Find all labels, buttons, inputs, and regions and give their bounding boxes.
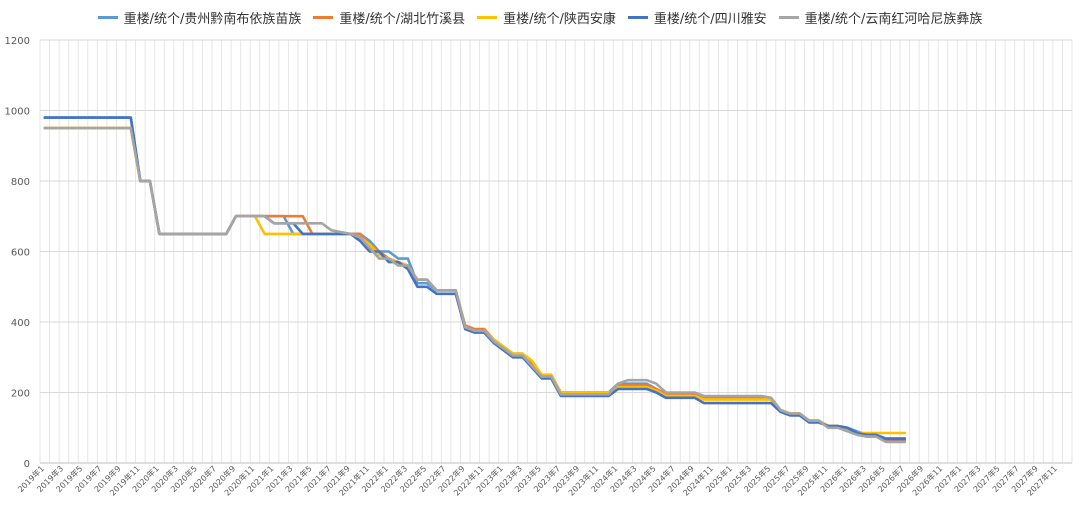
legend-label: 重楼/统个/湖北竹溪县 bbox=[339, 12, 466, 27]
y-tick-label: 600 bbox=[11, 248, 30, 259]
legend-label: 重楼/统个/云南红河哈尼族彝族 bbox=[804, 12, 983, 27]
x-axis: 2019年12019年32019年52019年72019年92019年11202… bbox=[15, 463, 1059, 497]
y-tick-label: 1200 bbox=[5, 36, 30, 47]
legend-label: 重楼/统个/贵州黔南布依族苗族 bbox=[123, 12, 302, 27]
legend-swatch bbox=[97, 16, 118, 19]
legend-swatch bbox=[778, 16, 799, 19]
legend-swatch bbox=[477, 16, 498, 19]
y-tick-label: 1000 bbox=[5, 107, 30, 118]
chart-legend: 重楼/统个/贵州黔南布依族苗族 重楼/统个/湖北竹溪县 重楼/统个/陕西安康 重楼/统… bbox=[0, 8, 1080, 27]
series-group bbox=[43, 116, 907, 444]
y-tick-label: 400 bbox=[11, 318, 30, 329]
legend-label: 重楼/统个/陕西安康 bbox=[503, 12, 616, 27]
legend-swatch bbox=[627, 16, 648, 19]
y-axis: 0 200 400 600 800 1000 1200 bbox=[5, 36, 30, 470]
y-tick-label: 800 bbox=[11, 177, 30, 188]
legend-item-3: 重楼/统个/陕西安康 bbox=[477, 8, 616, 27]
legend-swatch bbox=[313, 16, 334, 19]
y-tick-label: 200 bbox=[11, 389, 30, 400]
legend-label: 重楼/统个/四川雅安 bbox=[653, 12, 767, 27]
legend-item-4: 重楼/统个/四川雅安 bbox=[627, 8, 767, 27]
legend-item-2: 重楼/统个/湖北竹溪县 bbox=[313, 8, 465, 27]
y-tick-label: 0 bbox=[24, 459, 30, 470]
grid-lines bbox=[39, 39, 1073, 464]
legend-item-5: 重楼/统个/云南红河哈尼族彝族 bbox=[778, 8, 983, 27]
legend-item-1: 重楼/统个/贵州黔南布依族苗族 bbox=[97, 8, 302, 27]
series-line-5 bbox=[43, 126, 907, 444]
